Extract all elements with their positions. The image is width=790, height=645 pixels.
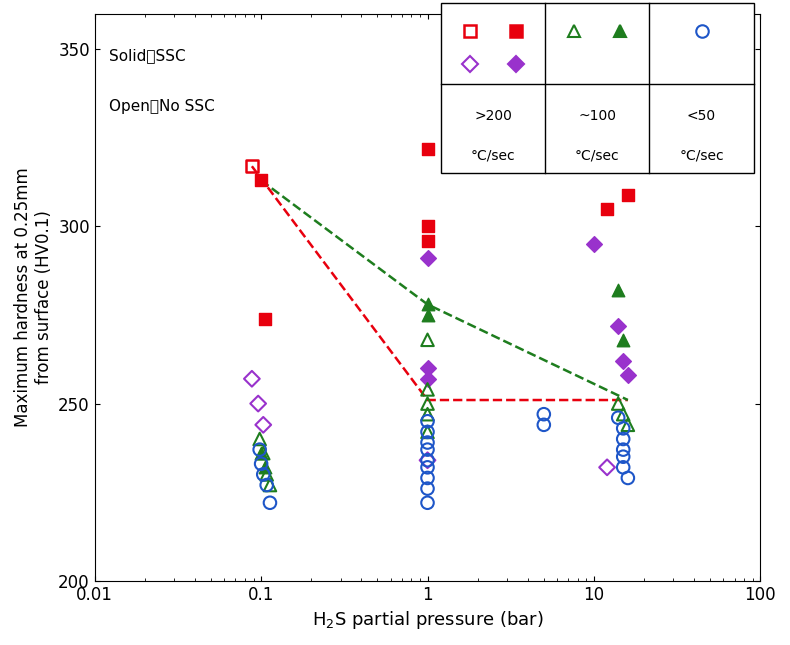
Point — [246, 161, 258, 172]
Point — [421, 253, 434, 264]
Point — [421, 384, 434, 395]
Point — [255, 175, 268, 186]
Text: °C/sec: °C/sec — [679, 148, 724, 163]
Point — [421, 143, 434, 154]
Text: °C/sec: °C/sec — [575, 148, 619, 163]
Point — [617, 451, 630, 462]
Point — [255, 459, 268, 469]
Point — [257, 448, 269, 459]
Point — [261, 480, 273, 490]
Point — [600, 462, 613, 473]
Text: °C/sec: °C/sec — [471, 148, 515, 163]
Point — [421, 299, 434, 310]
Point — [617, 423, 630, 433]
Point — [264, 497, 276, 508]
Text: >200: >200 — [474, 110, 512, 123]
Point — [421, 427, 434, 437]
Point — [622, 370, 634, 381]
Point — [600, 204, 613, 214]
Point — [612, 285, 625, 295]
Point — [617, 434, 630, 444]
Point — [421, 455, 434, 466]
Point — [252, 399, 265, 409]
Point — [617, 335, 630, 345]
Point — [421, 373, 434, 384]
Point — [612, 321, 625, 331]
Point — [257, 470, 269, 480]
Point — [612, 413, 625, 423]
Text: ~100: ~100 — [578, 110, 616, 123]
Point — [421, 484, 434, 494]
Point — [264, 480, 276, 490]
Point — [421, 416, 434, 426]
Point — [588, 239, 600, 250]
Point — [421, 427, 434, 437]
Point — [246, 373, 258, 384]
Point — [421, 455, 434, 466]
Point — [617, 356, 630, 366]
Point — [537, 420, 550, 430]
X-axis label: H$_2$S partial pressure (bar): H$_2$S partial pressure (bar) — [312, 609, 544, 631]
Text: <50: <50 — [687, 110, 716, 123]
Point — [612, 399, 625, 409]
Point — [254, 434, 266, 444]
Text: Open：No SSC: Open：No SSC — [109, 99, 215, 114]
Point — [537, 409, 550, 419]
Y-axis label: Maximum hardness at 0.25mm
from surface (HV0.1): Maximum hardness at 0.25mm from surface … — [14, 168, 53, 427]
Point — [421, 473, 434, 483]
Text: Solid：SSC: Solid：SSC — [109, 48, 186, 63]
Point — [421, 310, 434, 320]
Point — [622, 473, 634, 483]
Point — [421, 235, 434, 246]
Point — [617, 462, 630, 473]
Point — [421, 437, 434, 448]
Point — [622, 420, 634, 430]
Point — [622, 190, 634, 200]
Point — [261, 470, 273, 480]
Point — [617, 444, 630, 455]
Point — [258, 462, 271, 473]
Point — [254, 444, 266, 455]
Point — [421, 399, 434, 409]
Point — [421, 497, 434, 508]
Point — [421, 462, 434, 473]
Point — [258, 313, 271, 324]
Point — [257, 420, 269, 430]
Point — [617, 409, 630, 419]
Point — [421, 409, 434, 419]
Point — [421, 335, 434, 345]
Point — [421, 363, 434, 373]
Point — [421, 444, 434, 455]
Point — [255, 448, 268, 459]
Point — [421, 221, 434, 232]
